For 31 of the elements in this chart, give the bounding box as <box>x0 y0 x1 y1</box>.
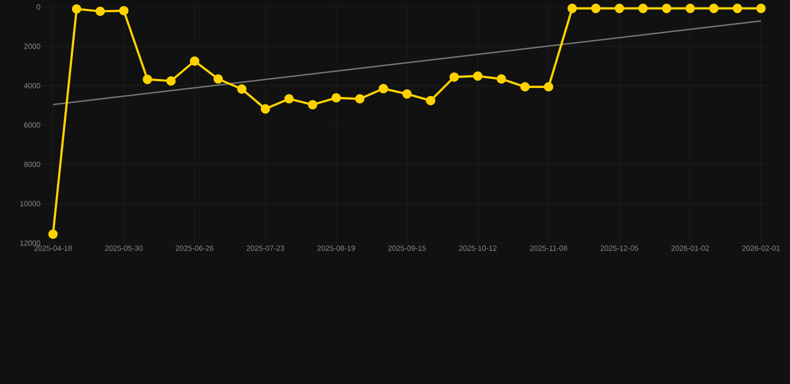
point <box>190 56 200 66</box>
point <box>260 104 270 114</box>
point <box>48 229 58 239</box>
point <box>237 84 246 94</box>
point <box>544 82 554 92</box>
point <box>308 100 318 110</box>
point <box>520 82 530 92</box>
point <box>732 4 742 14</box>
point <box>214 74 223 84</box>
point <box>450 72 459 82</box>
point <box>756 4 766 14</box>
point <box>614 4 624 14</box>
point <box>142 74 152 84</box>
point <box>638 4 648 14</box>
point <box>662 4 672 14</box>
point <box>402 89 412 99</box>
point <box>426 96 436 106</box>
point <box>96 6 105 16</box>
point <box>473 71 483 81</box>
point <box>709 4 719 14</box>
point <box>686 4 695 14</box>
point <box>119 6 128 16</box>
point <box>496 74 506 84</box>
point <box>72 4 82 14</box>
point <box>284 94 294 104</box>
point <box>591 4 601 14</box>
point <box>378 84 388 94</box>
point <box>568 4 577 14</box>
point <box>166 76 176 86</box>
point <box>332 93 341 103</box>
point <box>355 94 364 104</box>
